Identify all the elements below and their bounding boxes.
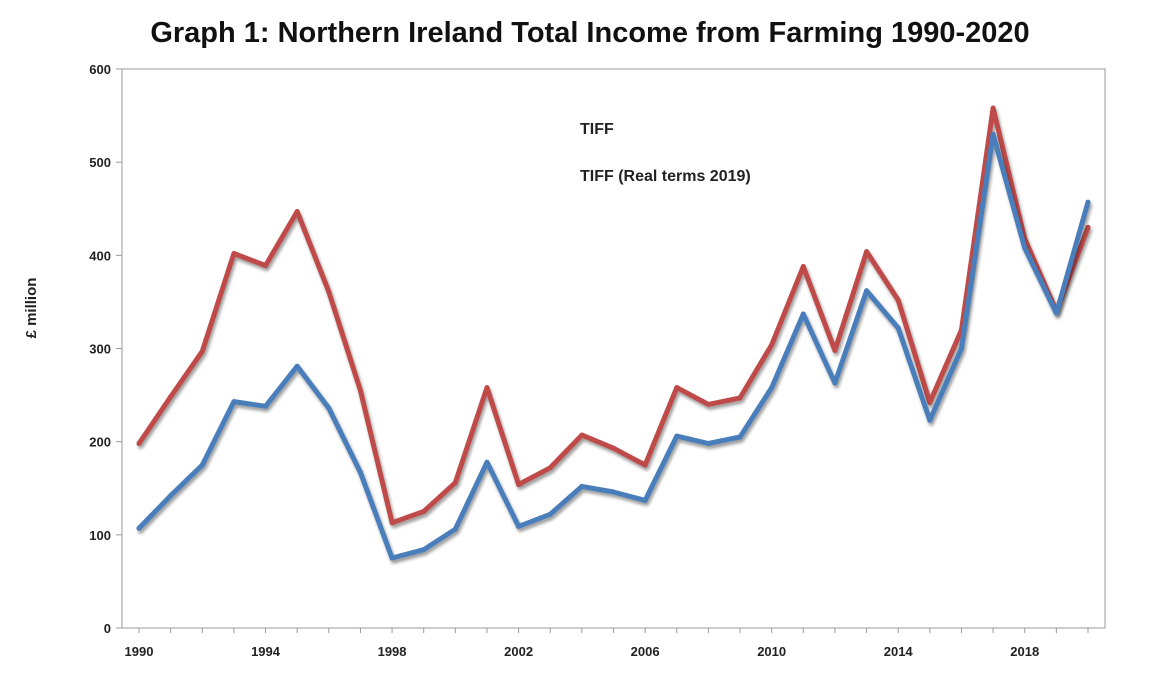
data-point-series-0 (294, 363, 300, 369)
data-point-series-0 (832, 380, 838, 386)
data-point-series-0 (231, 399, 237, 405)
data-point-series-1 (864, 249, 870, 255)
data-point-series-0 (990, 131, 996, 137)
data-point-series-1 (516, 482, 522, 487)
data-point-series-1 (769, 342, 775, 348)
data-point-series-0 (136, 525, 142, 531)
x-tick-label: 1990 (125, 644, 154, 659)
y-tick-label: 300 (89, 342, 111, 357)
x-tick-label: 1994 (251, 644, 281, 659)
data-point-series-0 (737, 434, 743, 440)
data-point-series-1 (389, 520, 395, 526)
data-point-series-1 (168, 394, 174, 400)
x-axis: 1990 1994 1998 2002 2006 2010 2014 2018 (125, 628, 1089, 659)
data-point-series-0 (579, 483, 585, 489)
data-point-series-0 (800, 311, 806, 317)
x-tick-label: 2010 (757, 644, 786, 659)
y-tick-label: 100 (89, 528, 111, 543)
data-point-series-0 (1053, 310, 1059, 316)
data-point-series-1 (642, 462, 648, 468)
x-tick-label: 2014 (884, 644, 914, 659)
data-point-series-0 (452, 526, 458, 532)
data-point-series-0 (769, 385, 775, 391)
data-point-series-1 (832, 347, 838, 353)
legend-label-1: TIFF (Real terms 2019) (580, 168, 751, 185)
data-point-series-1 (800, 264, 806, 269)
data-point-series-1 (294, 209, 300, 214)
data-point-series-1 (452, 480, 458, 486)
data-point-series-1 (326, 289, 332, 295)
plot-area-border (121, 68, 1106, 629)
data-point-series-1 (895, 297, 901, 303)
y-axis-label: £ million (23, 278, 40, 339)
x-tick-label: 2018 (1010, 644, 1039, 659)
data-point-series-0 (484, 459, 490, 465)
data-point-series-0 (389, 555, 395, 561)
chart-title: Graph 1: Northern Ireland Total Income f… (150, 17, 1029, 49)
data-point-series-0 (1085, 199, 1091, 205)
y-tick-label: 500 (89, 155, 111, 170)
data-point-series-0 (1022, 245, 1028, 251)
data-point-series-1 (611, 445, 616, 451)
series-layer (136, 105, 1091, 561)
data-point-series-1 (421, 509, 427, 514)
y-tick-label: 600 (89, 62, 111, 77)
data-point-series-0 (326, 405, 332, 411)
data-point-series-1 (1085, 224, 1091, 230)
data-point-series-1 (579, 432, 585, 438)
y-axis: 0 100 200 300 400 500 600 (89, 62, 122, 636)
data-point-series-1 (705, 401, 711, 407)
legend-label-0: TIFF (580, 121, 614, 138)
data-point-series-0 (959, 346, 964, 351)
data-point-series-1 (263, 263, 268, 269)
data-point-series-1 (484, 385, 490, 391)
data-point-series-0 (864, 288, 870, 294)
data-point-series-0 (705, 441, 711, 446)
data-point-series-1 (737, 395, 743, 401)
x-tick-label: 2006 (631, 644, 660, 659)
series-line-0 (136, 131, 1091, 561)
data-point-series-0 (611, 489, 616, 495)
data-point-series-0 (357, 469, 363, 475)
y-tick-label: 0 (104, 621, 111, 636)
data-point-series-0 (642, 497, 648, 503)
data-point-series-1 (674, 385, 680, 391)
data-point-series-1 (136, 441, 142, 446)
data-point-series-0 (895, 325, 901, 331)
data-point-series-0 (927, 417, 933, 423)
y-tick-label: 200 (89, 435, 111, 450)
data-point-series-0 (263, 403, 268, 409)
data-point-series-1 (199, 348, 205, 354)
data-point-series-1 (357, 387, 363, 393)
data-point-series-1 (547, 465, 553, 471)
data-point-series-1 (990, 105, 996, 111)
data-point-series-0 (674, 433, 680, 439)
data-point-series-0 (547, 511, 553, 517)
legend: TIFF TIFF (Real terms 2019) (534, 121, 751, 185)
data-point-series-0 (516, 523, 522, 529)
y-tick-label: 400 (89, 248, 111, 263)
x-tick-label: 2002 (504, 644, 533, 659)
data-point-series-0 (421, 547, 427, 553)
data-point-series-0 (168, 493, 174, 499)
data-point-series-1 (231, 251, 237, 256)
x-tick-label: 1998 (378, 644, 407, 659)
data-point-series-1 (927, 400, 933, 405)
data-point-series-0 (199, 462, 205, 468)
